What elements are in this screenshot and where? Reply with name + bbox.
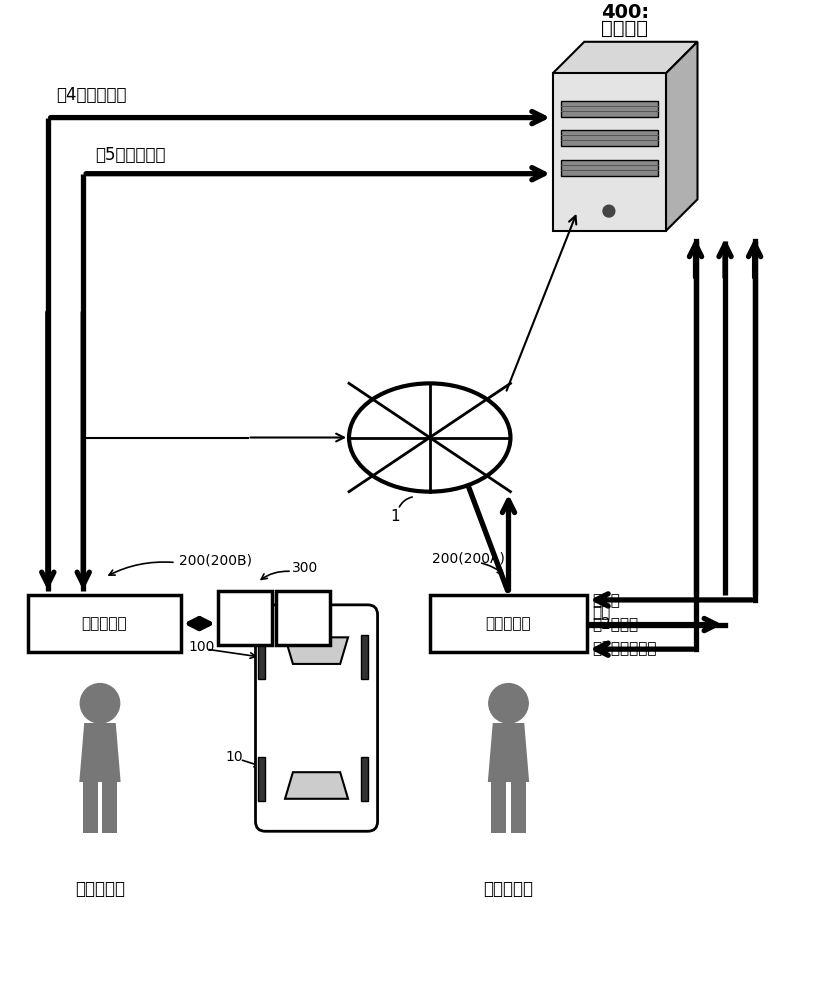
Text: 1: 1 — [390, 509, 400, 524]
Polygon shape — [285, 637, 348, 664]
Polygon shape — [83, 782, 98, 833]
Circle shape — [80, 684, 120, 723]
Polygon shape — [488, 723, 529, 782]
Circle shape — [603, 205, 614, 217]
Bar — [259, 757, 265, 801]
Circle shape — [489, 684, 528, 723]
Bar — [561, 160, 658, 176]
Text: 管理装置: 管理装置 — [601, 19, 648, 38]
Polygon shape — [552, 42, 697, 73]
Text: 。3〃车辆位置: 。3〃车辆位置 — [592, 640, 657, 655]
Text: 400:: 400: — [600, 3, 648, 22]
Bar — [361, 635, 368, 679]
Bar — [552, 73, 666, 231]
Bar — [430, 595, 587, 652]
Text: 登记: 登记 — [592, 605, 610, 620]
Polygon shape — [666, 42, 697, 231]
Text: 300: 300 — [292, 561, 318, 575]
Text: 代理人终端: 代理人终端 — [82, 616, 127, 631]
Ellipse shape — [349, 383, 510, 492]
Bar — [218, 591, 272, 645]
Text: 。5〃认证信息: 。5〃认证信息 — [95, 146, 165, 164]
Text: 200(200A): 200(200A) — [432, 552, 504, 566]
Bar — [276, 591, 330, 645]
Text: 服务使用者: 服务使用者 — [484, 880, 533, 898]
Text: 泊车代理人: 泊车代理人 — [75, 880, 125, 898]
Text: 。1〃: 。1〃 — [592, 592, 620, 607]
Polygon shape — [285, 772, 348, 799]
Bar — [259, 635, 265, 679]
Text: 100: 100 — [189, 640, 215, 654]
Text: 使用者终端: 使用者终端 — [485, 616, 531, 631]
Polygon shape — [79, 723, 121, 782]
Text: 。4〃车辆位置: 。4〃车辆位置 — [55, 86, 127, 104]
Bar — [561, 130, 658, 146]
Polygon shape — [103, 782, 117, 833]
Bar — [361, 757, 368, 801]
Polygon shape — [491, 782, 506, 833]
Text: 。2〃申请: 。2〃申请 — [592, 616, 638, 631]
Bar — [561, 101, 658, 117]
FancyBboxPatch shape — [256, 605, 378, 831]
Polygon shape — [511, 782, 526, 833]
Text: 10: 10 — [225, 750, 242, 764]
Text: 200(200B): 200(200B) — [179, 554, 251, 568]
Bar — [28, 595, 180, 652]
